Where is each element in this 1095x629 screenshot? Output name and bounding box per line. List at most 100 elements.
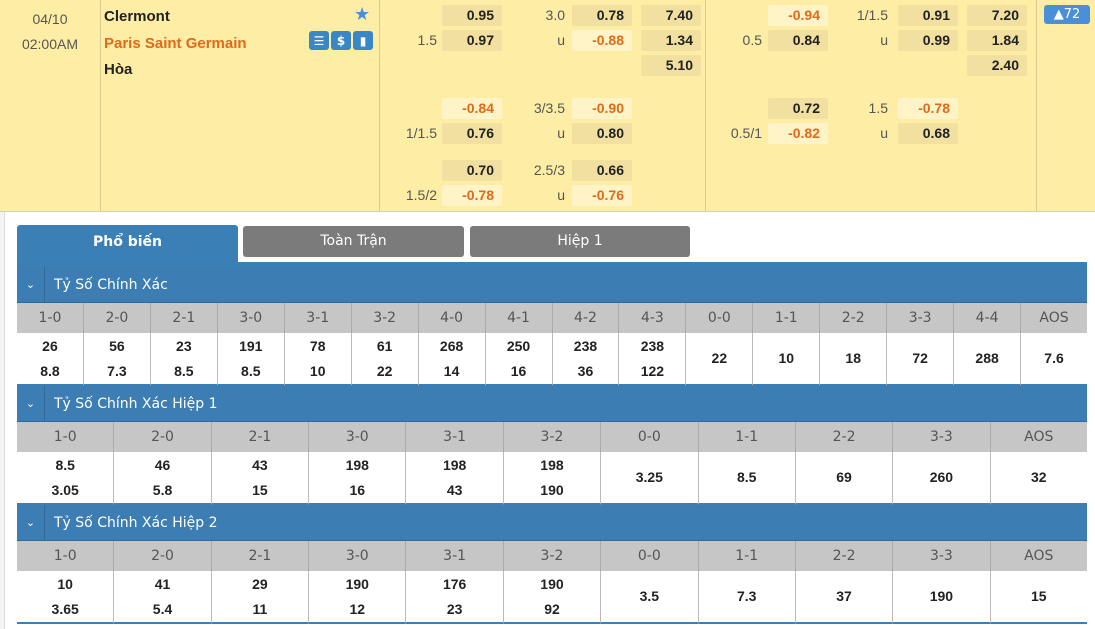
score-odds[interactable]: 18 [845,350,861,366]
score-odds[interactable]: 10 [57,575,73,592]
tab-hiep-1[interactable]: Hiệp 1 [470,226,690,257]
score-odds[interactable]: 36 [577,362,594,379]
score-odds-cell[interactable]: 23 8.5 [150,333,218,386]
section-header[interactable]: ⌄ Tỷ Số Chính Xác Hiệp 1 [17,386,1087,422]
score-odds-cell[interactable]: 22 [686,333,754,386]
score-odds[interactable]: 41 [154,575,171,592]
scrollbar[interactable] [0,212,5,629]
handicap-odds[interactable]: -0.84 [442,98,502,119]
score-odds[interactable]: 16 [349,481,366,498]
score-odds[interactable]: 3.65 [51,600,79,617]
score-odds[interactable]: 191 [239,337,263,354]
chevron-down-icon[interactable]: ⌄ [17,386,45,421]
score-odds[interactable]: 69 [836,469,852,485]
score-odds[interactable]: 10 [309,362,326,379]
score-odds[interactable]: 238 [640,337,665,354]
home-team[interactable]: Clermont [104,8,170,25]
section-header[interactable]: ⌄ Tỷ Số Chính Xác Hiệp 2 [17,505,1087,541]
1x2-odds[interactable]: 2.40 [967,55,1027,76]
score-odds[interactable]: 3.05 [51,481,79,498]
score-odds[interactable]: 190 [540,481,564,498]
score-odds[interactable]: 288 [975,350,999,366]
score-odds-cell[interactable]: 190 92 [503,571,602,624]
score-odds[interactable]: 78 [309,337,326,354]
score-odds[interactable]: 238 [573,337,598,354]
section-header[interactable]: ⌄ Tỷ Số Chính Xác [17,267,1087,303]
score-odds[interactable]: 8.5 [241,362,261,379]
score-odds[interactable]: 8.5 [736,469,757,485]
score-odds-cell[interactable]: 10 [753,333,821,386]
score-odds[interactable]: 15 [1030,588,1047,604]
score-odds-cell[interactable]: 198 16 [309,452,407,505]
score-odds-cell[interactable]: 238 36 [552,333,620,386]
handicap-odds[interactable]: -0.82 [768,123,828,144]
score-odds-cell[interactable]: 26 8.8 [17,333,84,386]
score-odds-cell[interactable]: 268 14 [418,333,486,386]
score-odds[interactable]: 190 [345,575,369,592]
handicap-odds[interactable]: 0.84 [768,30,828,51]
score-odds-cell[interactable]: 198 43 [406,452,504,505]
handicap-odds[interactable]: -0.78 [442,185,502,206]
score-odds-cell[interactable]: 190 [893,571,991,624]
score-odds-cell[interactable]: 191 8.5 [217,333,285,386]
score-odds[interactable]: 7.3 [736,588,757,604]
score-odds-cell[interactable]: 46 5.8 [114,452,212,505]
score-odds-cell[interactable]: 238 122 [619,333,687,386]
score-odds[interactable]: 260 [929,469,954,485]
score-odds[interactable]: 15 [252,481,268,498]
score-odds[interactable]: 61 [376,337,393,354]
1x2-odds[interactable]: 1.84 [967,30,1027,51]
score-odds-cell[interactable]: 7.3 [698,571,796,624]
score-odds-cell[interactable]: 7.6 [1021,333,1087,386]
over-under-odds[interactable]: -0.78 [898,98,958,119]
handicap-odds[interactable]: 0.70 [442,160,502,181]
score-odds[interactable]: 198 [345,456,369,473]
score-odds-cell[interactable]: 43 15 [211,452,310,505]
tab-toan-tran[interactable]: Toàn Trận [243,226,464,257]
score-odds[interactable]: 8.5 [174,362,194,379]
score-odds-cell[interactable]: 78 10 [284,333,352,386]
score-odds[interactable]: 7.6 [1044,350,1064,366]
score-odds[interactable]: 250 [506,337,531,354]
over-under-odds[interactable]: 0.66 [572,160,632,181]
score-odds-cell[interactable]: 61 22 [351,333,419,386]
score-odds[interactable]: 10 [778,350,795,366]
score-odds[interactable]: 43 [252,456,268,473]
score-odds[interactable]: 26 [42,337,58,354]
more-markets-badge[interactable]: ▲72 [1044,5,1090,24]
over-under-odds[interactable]: -0.88 [572,30,632,51]
score-odds[interactable]: 72 [912,350,928,366]
score-odds-cell[interactable]: 69 [795,452,894,505]
score-odds[interactable]: 198 [442,456,467,473]
score-odds[interactable]: 22 [376,362,393,379]
score-odds[interactable]: 92 [544,600,560,617]
score-odds-cell[interactable]: 260 [893,452,991,505]
over-under-odds[interactable]: -0.90 [572,98,632,119]
score-odds[interactable]: 190 [929,588,954,604]
score-odds[interactable]: 43 [446,481,463,498]
tab-pho-bien[interactable]: Phổ biến [17,225,238,262]
score-odds-cell[interactable]: 176 23 [406,571,504,624]
score-odds[interactable]: 5.4 [152,600,173,617]
score-odds-cell[interactable]: 10 3.65 [17,571,115,624]
score-odds[interactable]: 29 [252,575,268,592]
score-odds-cell[interactable]: 190 12 [309,571,407,624]
score-odds-cell[interactable]: 32 [990,452,1087,505]
score-odds-cell[interactable]: 3.5 [601,571,699,624]
score-odds[interactable]: 11 [252,600,268,617]
score-odds[interactable]: 12 [349,600,366,617]
away-team[interactable]: Paris Saint Germain [104,34,247,52]
handicap-odds[interactable]: 0.76 [442,123,502,144]
score-odds[interactable]: 198 [540,456,564,473]
1x2-odds[interactable]: 1.34 [641,30,701,51]
over-under-odds[interactable]: 0.99 [898,30,958,51]
handicap-odds[interactable]: -0.94 [768,5,828,26]
score-odds-cell[interactable]: 288 [954,333,1022,386]
chevron-down-icon[interactable]: ⌄ [17,505,45,540]
1x2-odds[interactable]: 7.20 [967,5,1027,26]
stats-icon[interactable]: ▮ [353,31,373,50]
handicap-odds[interactable]: 0.72 [768,98,828,119]
score-odds[interactable]: 23 [176,337,192,354]
score-odds[interactable]: 37 [836,588,852,604]
1x2-odds[interactable]: 5.10 [641,55,701,76]
